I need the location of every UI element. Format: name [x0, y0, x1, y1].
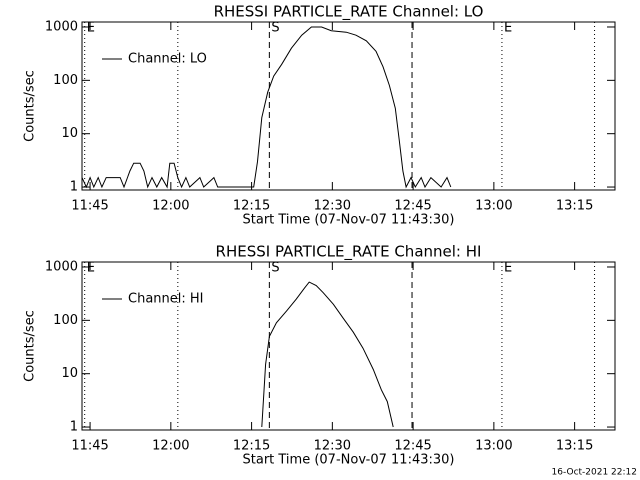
chart-title: RHESSI PARTICLE_RATE Channel: HI: [216, 243, 482, 262]
y-axis-label: Counts/sec: [23, 70, 38, 142]
y-tick-label: 1000: [45, 19, 78, 34]
chart-title: RHESSI PARTICLE_RATE Channel: LO: [214, 3, 484, 22]
x-tick-label: 12:15: [233, 199, 270, 214]
series-line: [261, 281, 394, 428]
series-line: [81, 26, 452, 189]
x-tick-label: 13:00: [475, 439, 512, 454]
x-tick-label: 11:45: [71, 199, 108, 214]
plot-frame: [81, 261, 616, 431]
marker-label: E: [504, 261, 512, 276]
x-tick-label: 13:00: [475, 199, 512, 214]
x-axis-label: Start Time (07-Nov-07 11:43:30): [243, 453, 455, 468]
marker-label: E: [504, 21, 512, 36]
marker-label: E: [87, 21, 95, 36]
y-axis-label: Counts/sec: [23, 310, 38, 382]
footer: 16-Oct-2021 22:12: [552, 468, 637, 478]
y-tick-label: 1000: [45, 259, 78, 274]
x-tick-label: 12:45: [394, 199, 431, 214]
legend-label: Channel: HI: [128, 292, 204, 307]
x-tick-label: 11:45: [71, 439, 108, 454]
x-tick-label: 13:15: [556, 439, 593, 454]
y-tick-label: 10: [61, 366, 78, 381]
x-tick-label: 12:15: [233, 439, 270, 454]
x-tick-label: 13:15: [556, 199, 593, 214]
x-tick-label: 12:00: [152, 199, 189, 214]
y-tick-label: 1: [70, 180, 78, 195]
x-tick-label: 12:45: [394, 439, 431, 454]
x-tick-label: 12:00: [152, 439, 189, 454]
marker-label: S: [271, 21, 279, 36]
x-axis-label: Start Time (07-Nov-07 11:43:30): [243, 213, 455, 228]
x-tick-label: 12:30: [314, 439, 351, 454]
y-tick-label: 100: [53, 313, 78, 328]
legend-label: Channel: LO: [128, 52, 207, 67]
y-tick-label: 100: [53, 73, 78, 88]
x-tick-label: 12:30: [314, 199, 351, 214]
marker-label: E: [87, 261, 95, 276]
plot-frame: [81, 21, 616, 191]
y-tick-label: 10: [61, 126, 78, 141]
y-tick-label: 1: [70, 420, 78, 435]
marker-label: S: [271, 261, 279, 276]
